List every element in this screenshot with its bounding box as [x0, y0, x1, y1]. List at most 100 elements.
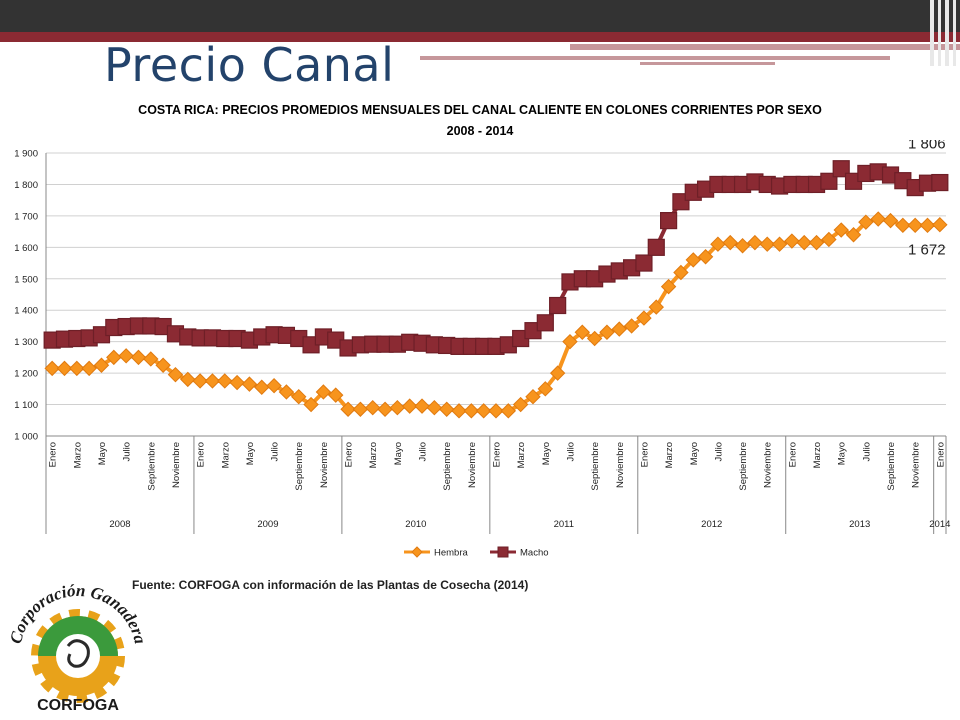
hembra-point [685, 252, 701, 268]
hembra-point [328, 387, 344, 403]
hembra-point [167, 366, 184, 383]
hembra-point [673, 264, 689, 281]
year-label: 2009 [257, 519, 278, 530]
decor-stripe [938, 0, 941, 66]
source-note: Fuente: CORFOGA con información de las P… [132, 578, 529, 592]
x-tick-label: Mayo [97, 442, 108, 465]
chart-subtitle: 2008 - 2014 [446, 124, 514, 138]
x-tick-label: Enero [344, 442, 355, 467]
chart-title-block: COSTA RICA: PRECIOS PROMEDIOS MENSUALES … [0, 100, 960, 142]
macho-legend-marker [497, 546, 509, 558]
y-tick-label: 1 200 [14, 369, 38, 380]
macho-point [660, 212, 678, 230]
logo-text-bottom: CORFOGA [37, 697, 119, 714]
decor-bar [420, 56, 890, 60]
hembra-point [623, 318, 640, 334]
y-tick-label: 1 800 [14, 180, 38, 191]
x-tick-label: Enero [48, 442, 59, 467]
hembra-point [118, 348, 134, 364]
hembra-point [932, 216, 948, 233]
hembra-point [562, 333, 578, 350]
x-tick-label: Septiembre [738, 442, 749, 491]
chart-title: COSTA RICA: PRECIOS PROMEDIOS MENSUALES … [138, 103, 822, 117]
x-tick-label: Septiembre [146, 442, 157, 491]
year-label: 2011 [554, 519, 574, 530]
hembra-point [278, 384, 295, 400]
hembra-point [180, 371, 196, 388]
data-label: 1 672 [908, 242, 946, 259]
macho-point [635, 254, 653, 272]
hembra-point [352, 401, 369, 417]
x-tick-label: Mayo [541, 442, 552, 465]
x-tick-label: Marzo [664, 442, 675, 468]
decor-bar [570, 44, 960, 50]
y-tick-label: 1 500 [14, 274, 38, 285]
x-tick-label: Noviembre [763, 442, 774, 488]
hembra-point [586, 330, 603, 347]
hembra-point [192, 373, 208, 389]
x-tick-label: Noviembre [467, 442, 478, 488]
x-tick-label: Enero [935, 442, 946, 467]
hembra-point [599, 324, 615, 340]
data-label: 1 806 [908, 140, 946, 153]
hembra-point [266, 377, 282, 394]
hembra-point [106, 349, 122, 366]
decor-stripe [930, 0, 934, 66]
hembra-point [537, 381, 554, 397]
x-tick-label: Julio [861, 442, 872, 462]
hembra-point [69, 360, 85, 377]
hembra-point [93, 357, 110, 373]
hembra-point [463, 403, 480, 419]
hembra-point [771, 236, 788, 252]
hembra-point [204, 373, 221, 389]
x-tick-label: Julio [565, 442, 576, 462]
gear-icon [31, 609, 125, 703]
hembra-point [229, 374, 245, 391]
x-tick-label: Noviembre [615, 442, 626, 488]
x-tick-label: Marzo [516, 442, 527, 468]
decor-stripe [945, 0, 949, 66]
hembra-point [833, 222, 849, 238]
y-tick-label: 1 000 [14, 432, 38, 443]
hembra-point [143, 351, 159, 367]
x-tick-label: Mayo [837, 442, 848, 465]
x-tick-label: Septiembre [886, 442, 897, 491]
year-label: 2014 [929, 519, 950, 530]
x-tick-label: Enero [787, 442, 798, 467]
macho-series-line [52, 166, 940, 350]
hembra-point [56, 360, 73, 377]
hembra-point [315, 384, 332, 400]
hembra-legend-marker [411, 546, 423, 558]
x-tick-label: Julio [270, 442, 281, 462]
hembra-point [155, 357, 171, 373]
hembra-point [734, 238, 751, 254]
hembra-point [574, 324, 591, 340]
hembra-point [426, 399, 443, 416]
hembra-point [291, 388, 307, 405]
hembra-point [488, 403, 504, 419]
hembra-point [636, 310, 652, 326]
x-tick-label: Noviembre [911, 442, 922, 488]
x-tick-label: Enero [639, 442, 650, 467]
y-tick-label: 1 100 [14, 400, 38, 411]
hembra-point [697, 249, 714, 265]
macho-point [536, 314, 554, 332]
hembra-point [365, 399, 381, 416]
x-tick-label: Noviembre [319, 442, 330, 488]
year-label: 2013 [849, 519, 870, 530]
decor-stripe [953, 0, 956, 66]
hembra-point [241, 376, 258, 392]
x-tick-label: Septiembre [294, 442, 305, 491]
hembra-point [660, 278, 677, 295]
year-label: 2012 [701, 519, 722, 530]
x-tick-label: Julio [418, 442, 429, 462]
hembra-point [722, 234, 738, 251]
hembra-legend-label: Hembra [434, 548, 469, 559]
corfoga-logo: Corporación Ganadera CORFOGA [8, 581, 148, 714]
macho-point [647, 238, 665, 256]
hembra-point [303, 396, 319, 413]
hembra-point [895, 217, 911, 234]
hembra-point [512, 396, 529, 413]
hembra-point [401, 398, 418, 414]
x-tick-label: Noviembre [171, 442, 182, 488]
